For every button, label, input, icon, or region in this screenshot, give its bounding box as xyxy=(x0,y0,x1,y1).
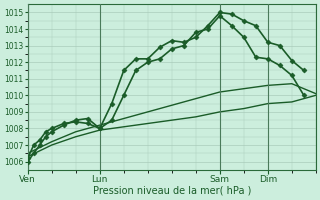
X-axis label: Pression niveau de la mer( hPa ): Pression niveau de la mer( hPa ) xyxy=(92,186,251,196)
